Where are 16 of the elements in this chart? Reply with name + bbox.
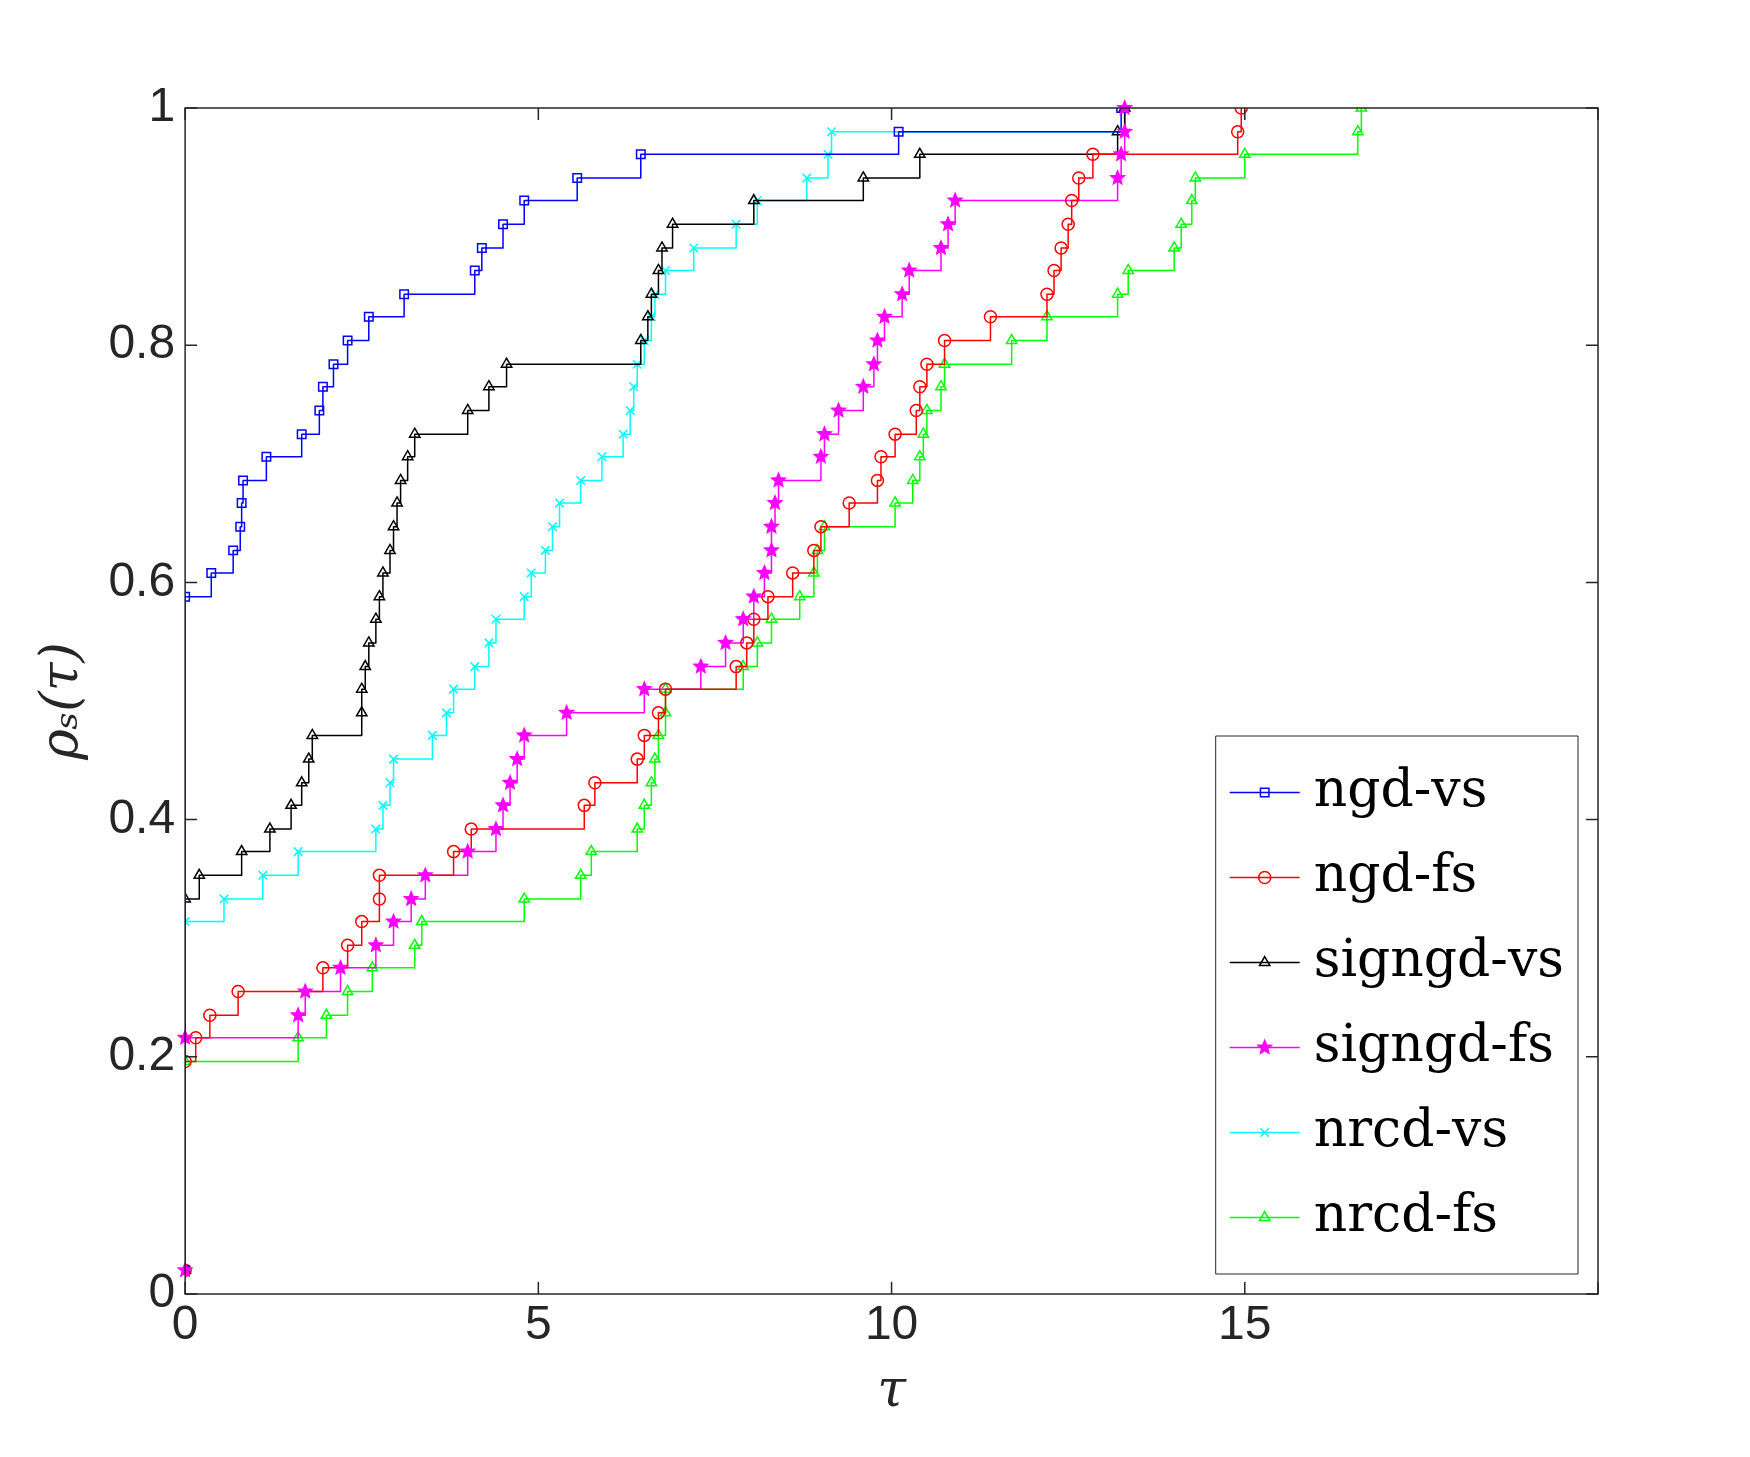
legend-label: signgd-fs xyxy=(1313,1013,1554,1074)
legend-label: ngd-vs xyxy=(1313,758,1488,819)
x-tick-label: 10 xyxy=(864,1296,919,1350)
y-tick-label: 0.8 xyxy=(108,315,176,369)
legend-label: nrcd-vs xyxy=(1313,1098,1509,1159)
y-axis-title: ρₛ(τ) xyxy=(28,642,89,761)
y-tick-label: 0.6 xyxy=(108,552,176,606)
legend-label: ngd-fs xyxy=(1313,843,1478,904)
y-tick-label: 1 xyxy=(148,78,176,132)
legend-label: nrcd-fs xyxy=(1313,1183,1498,1244)
y-tick-label: 0.2 xyxy=(108,1027,176,1081)
legend-label: signgd-vs xyxy=(1313,928,1565,989)
y-tick-label: 0.4 xyxy=(108,789,176,843)
x-axis-title: τ xyxy=(877,1358,908,1419)
x-tick-label: 15 xyxy=(1218,1296,1272,1350)
x-tick-label: 5 xyxy=(524,1296,552,1350)
